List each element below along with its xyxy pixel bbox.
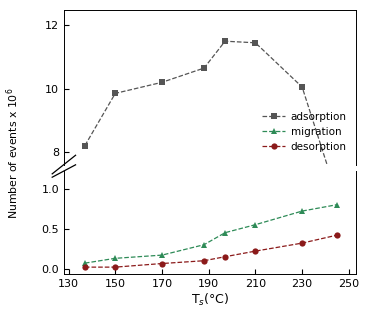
X-axis label: T$_s$(°C): T$_s$(°C) [191,292,229,308]
Text: Number of events x 10$^6$: Number of events x 10$^6$ [4,87,21,219]
Legend: adsorption, migration, desorption: adsorption, migration, desorption [258,108,351,156]
